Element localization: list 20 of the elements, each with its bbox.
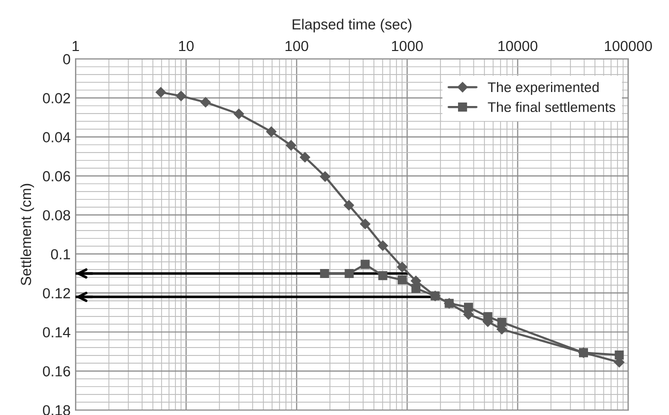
y-tick-label: 0.08 <box>42 210 70 220</box>
x-tick-label: 100000 <box>604 40 652 52</box>
x-tick-label: 1000 <box>392 40 423 52</box>
x-tick-label: 100 <box>286 40 308 52</box>
y-axis-title: Settlement (cm) <box>20 184 34 286</box>
x-tick-label: 1 <box>72 41 79 52</box>
y-tick-label: 0.12 <box>42 288 70 298</box>
y-tick-label: 0.1 <box>51 249 70 260</box>
legend-label: The final settlements <box>488 102 616 112</box>
y-tick-label: 0.18 <box>42 405 70 415</box>
x-axis-title: Elapsed time (sec) <box>292 18 412 32</box>
y-tick-label: 0.16 <box>42 366 70 376</box>
legend-label: The experimented <box>488 82 599 95</box>
x-tick-label: 10 <box>179 40 194 52</box>
y-tick-label: 0.04 <box>42 132 70 142</box>
y-tick-label: 0.14 <box>42 327 70 338</box>
x-tick-label: 10000 <box>498 40 538 52</box>
y-tick-label: 0.06 <box>42 171 70 182</box>
y-tick-label: 0 <box>63 54 70 64</box>
y-tick-label: 0.02 <box>42 93 70 104</box>
